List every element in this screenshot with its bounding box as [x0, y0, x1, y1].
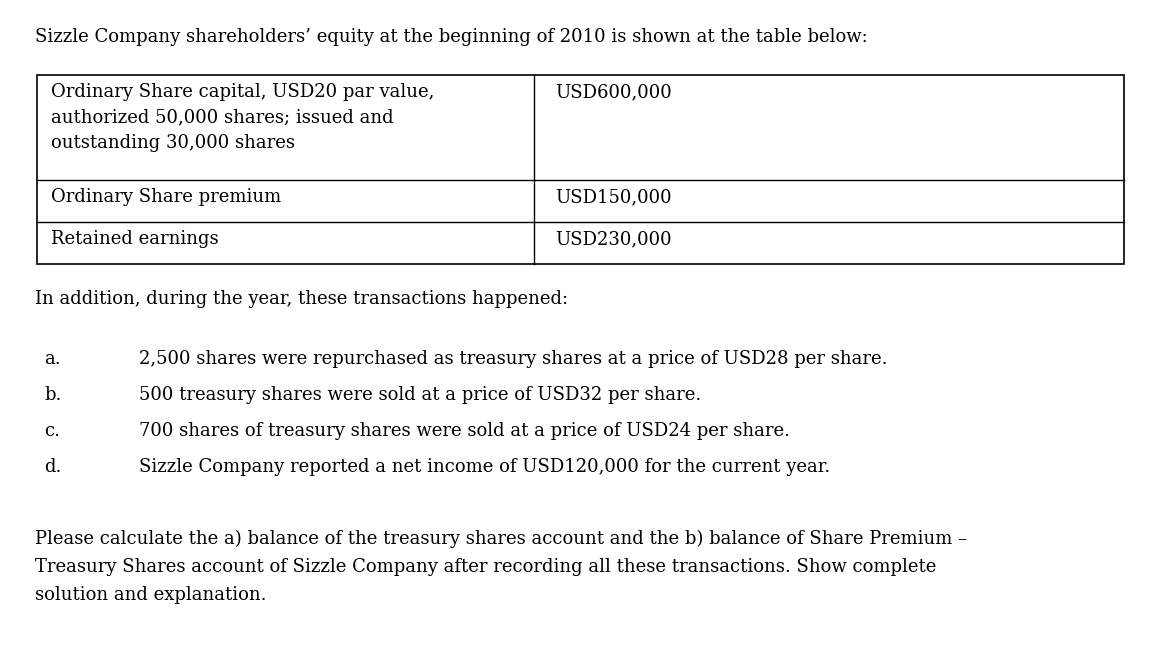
Text: a.: a. [44, 350, 60, 368]
Text: solution and explanation.: solution and explanation. [35, 586, 267, 604]
Text: USD600,000: USD600,000 [555, 83, 672, 101]
Text: Sizzle Company shareholders’ equity at the beginning of 2010 is shown at the tab: Sizzle Company shareholders’ equity at t… [35, 28, 867, 46]
Text: 2,500 shares were repurchased as treasury shares at a price of USD28 per share.: 2,500 shares were repurchased as treasur… [139, 350, 888, 368]
Text: USD150,000: USD150,000 [555, 188, 671, 206]
Text: Treasury Shares account of Sizzle Company after recording all these transactions: Treasury Shares account of Sizzle Compan… [35, 558, 937, 576]
Text: b.: b. [44, 386, 62, 404]
Text: Sizzle Company reported a net income of USD120,000 for the current year.: Sizzle Company reported a net income of … [139, 458, 830, 476]
Text: d.: d. [44, 458, 62, 476]
Text: Retained earnings: Retained earnings [51, 230, 218, 248]
Text: USD230,000: USD230,000 [555, 230, 671, 248]
Text: Please calculate the a) balance of the treasury shares account and the b) balanc: Please calculate the a) balance of the t… [35, 530, 967, 548]
Text: Ordinary Share premium: Ordinary Share premium [51, 188, 281, 206]
Bar [37, 75, 1124, 264]
Text: c.: c. [44, 422, 60, 440]
Text: 500 treasury shares were sold at a price of USD32 per share.: 500 treasury shares were sold at a price… [139, 386, 701, 404]
Text: Ordinary Share capital, USD20 par value,
authorized 50,000 shares; issued and
ou: Ordinary Share capital, USD20 par value,… [51, 83, 434, 153]
Text: 700 shares of treasury shares were sold at a price of USD24 per share.: 700 shares of treasury shares were sold … [139, 422, 791, 440]
Text: In addition, during the year, these transactions happened:: In addition, during the year, these tran… [35, 290, 568, 308]
